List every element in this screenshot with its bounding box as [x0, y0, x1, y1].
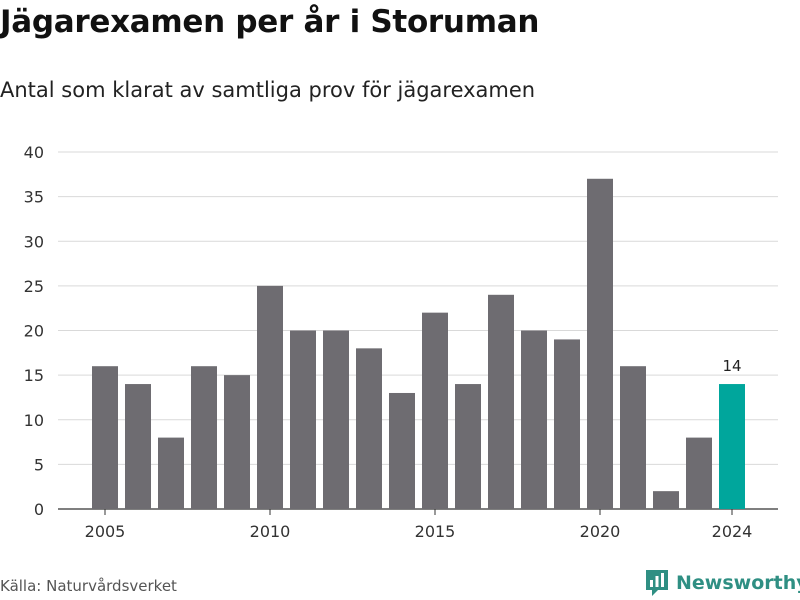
x-tick-label: 2020 [580, 522, 621, 541]
x-tick-label: 2024 [712, 522, 753, 541]
x-tick-label: 2005 [85, 522, 126, 541]
data-label-2024: 14 [722, 357, 741, 375]
bar-2020 [587, 178, 613, 509]
x-tick-label: 2010 [250, 522, 291, 541]
bar-2018 [521, 330, 547, 509]
bar-2024 [719, 384, 745, 509]
y-tick-label: 25 [24, 277, 44, 296]
bar-2022 [653, 491, 679, 509]
data-labels: 14 [722, 357, 741, 375]
brand-name: Newsworthy [676, 572, 800, 594]
y-tick-label: 30 [24, 232, 44, 251]
bar-2012 [323, 330, 349, 509]
chart-subtitle: Antal som klarat av samtliga prov för jä… [0, 78, 536, 102]
bar-2021 [620, 366, 646, 509]
bar-2009 [224, 375, 250, 509]
bar-2005 [92, 366, 118, 509]
bar-chart: 0 5 10 15 20 25 30 35 40 14 2005 2010 2015 2020 2024 [24, 143, 778, 541]
y-tick-label: 0 [34, 500, 44, 519]
y-tick-label: 10 [24, 411, 44, 430]
bar-2008 [191, 366, 217, 509]
bars [92, 178, 745, 509]
source-note: Källa: Naturvårdsverket [0, 577, 177, 595]
x-axis-ticks: 2005 2010 2015 2020 2024 [85, 509, 753, 541]
y-tick-label: 35 [24, 188, 44, 207]
bar-2015 [422, 312, 448, 509]
y-tick-label: 15 [24, 366, 44, 385]
y-tick-label: 40 [24, 143, 44, 162]
bar-2006 [125, 384, 151, 509]
y-tick-label: 5 [34, 455, 44, 474]
y-axis-ticks: 0 5 10 15 20 25 30 35 40 [24, 143, 44, 519]
bar-2013 [356, 348, 382, 509]
newsworthy-logo: Newsworthy [644, 568, 800, 598]
bar-2016 [455, 384, 481, 509]
bar-2019 [554, 339, 580, 509]
bar-2011 [290, 330, 316, 509]
bar-2014 [389, 392, 415, 509]
bar-2017 [488, 294, 514, 509]
y-tick-label: 20 [24, 322, 44, 341]
chart-title: Jägarexamen per år i Storuman [0, 4, 540, 40]
bar-2010 [257, 285, 283, 509]
bar-2023 [686, 437, 712, 509]
bar-2007 [158, 437, 184, 509]
bar-chart-logo-icon [646, 570, 668, 596]
x-tick-label: 2015 [415, 522, 456, 541]
